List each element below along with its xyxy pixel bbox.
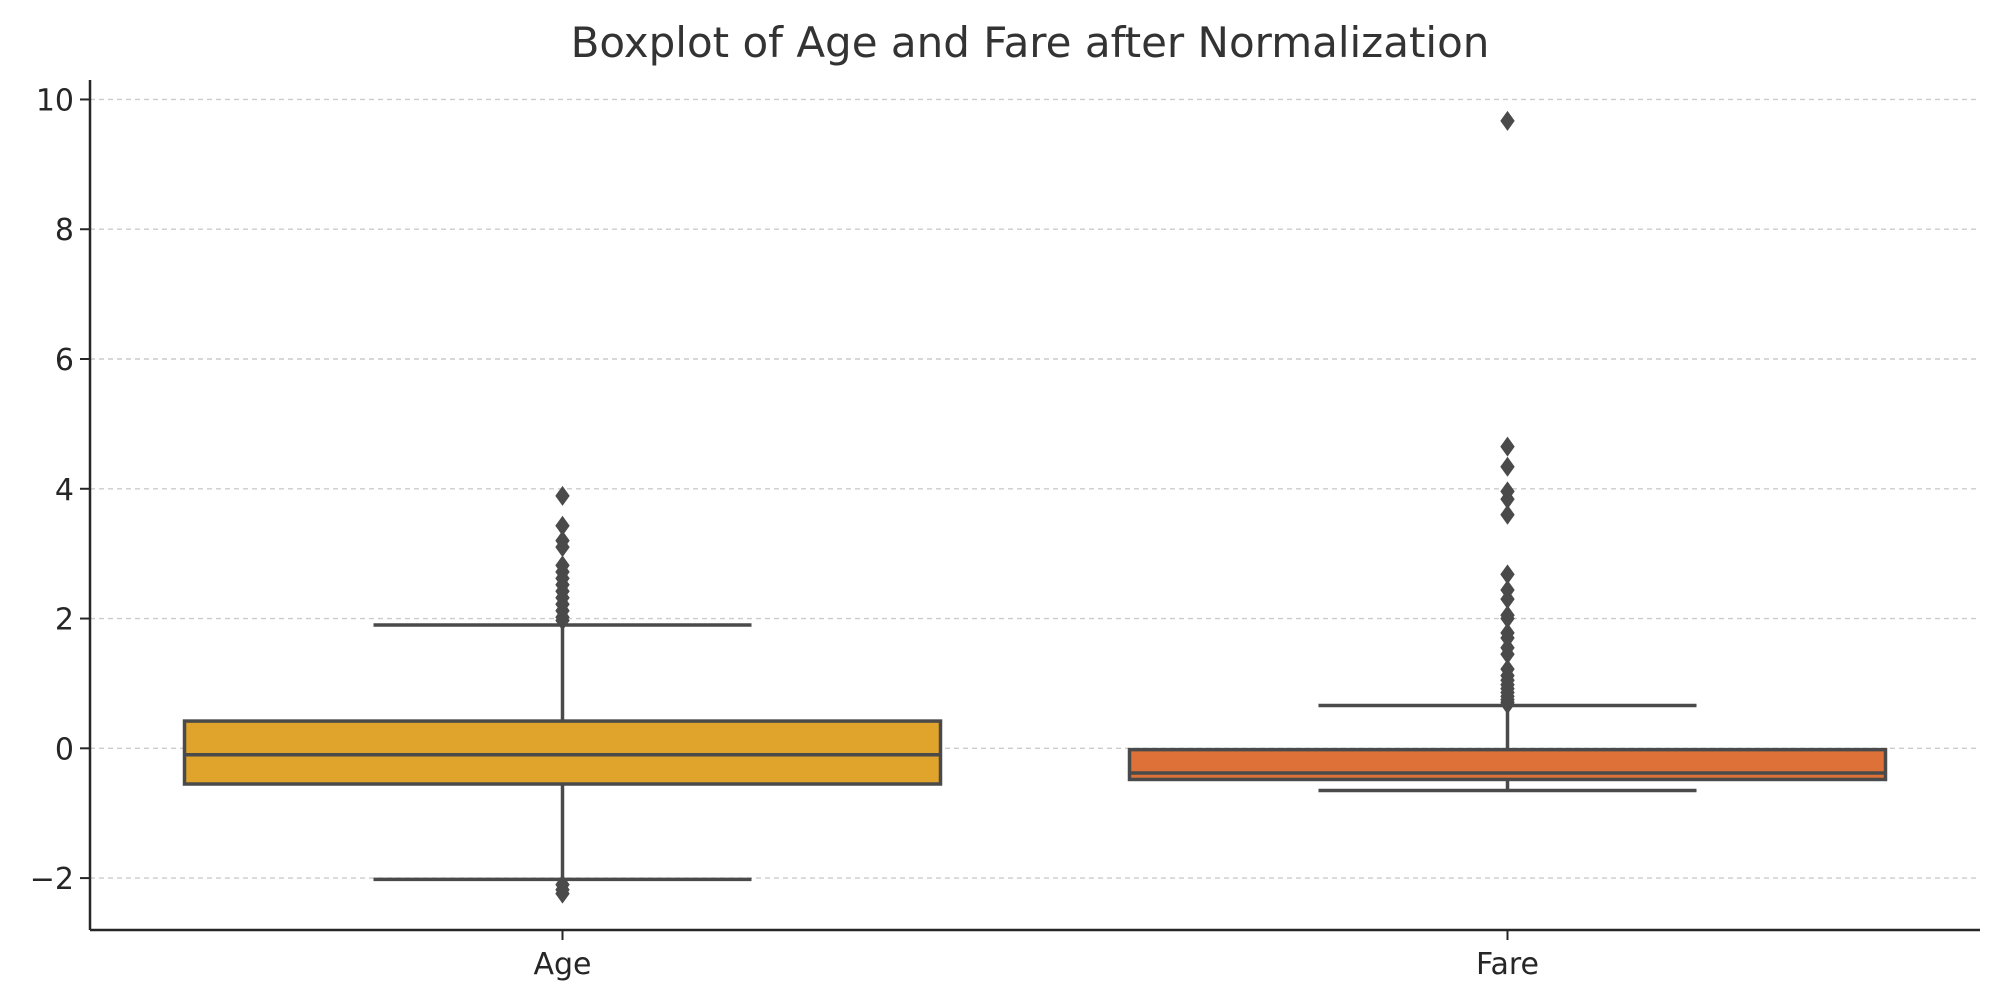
outlier-point — [1500, 504, 1515, 525]
outlier-point — [1500, 489, 1515, 510]
outlier-point — [1500, 644, 1515, 665]
y-tick-label: 6 — [55, 343, 74, 378]
outlier-point — [1500, 456, 1515, 477]
x-tick-label-fare: Fare — [1476, 947, 1539, 982]
y-tick-label: 0 — [55, 732, 74, 767]
y-tick-label: 2 — [55, 603, 74, 638]
x-tick-label-age: Age — [533, 947, 591, 982]
y-tick-label: 8 — [55, 213, 74, 248]
outlier-point — [555, 537, 570, 558]
outlier-point — [1500, 564, 1515, 585]
axes: −2 0 2 4 6 8 10 Age Fare — [30, 80, 1980, 982]
outlier-point — [1500, 694, 1515, 715]
outlier-point — [1500, 608, 1515, 629]
y-tick-label: −2 — [30, 862, 74, 897]
outlier-point — [555, 610, 570, 631]
iqr-box — [1127, 747, 1888, 782]
outlier-point — [555, 883, 570, 904]
outlier-point — [1500, 436, 1515, 457]
outlier-point — [555, 515, 570, 536]
boxes — [182, 110, 1888, 904]
y-tick-label: 10 — [36, 83, 74, 118]
box-group-age — [182, 485, 943, 904]
chart-title: Boxplot of Age and Fare after Normalizat… — [570, 18, 1490, 67]
outlier-point — [1500, 110, 1515, 131]
box-group-fare — [1127, 110, 1888, 793]
y-tick-label: 4 — [55, 473, 74, 508]
outlier-point — [555, 485, 570, 506]
outlier-point — [1500, 589, 1515, 610]
iqr-box — [182, 719, 943, 786]
